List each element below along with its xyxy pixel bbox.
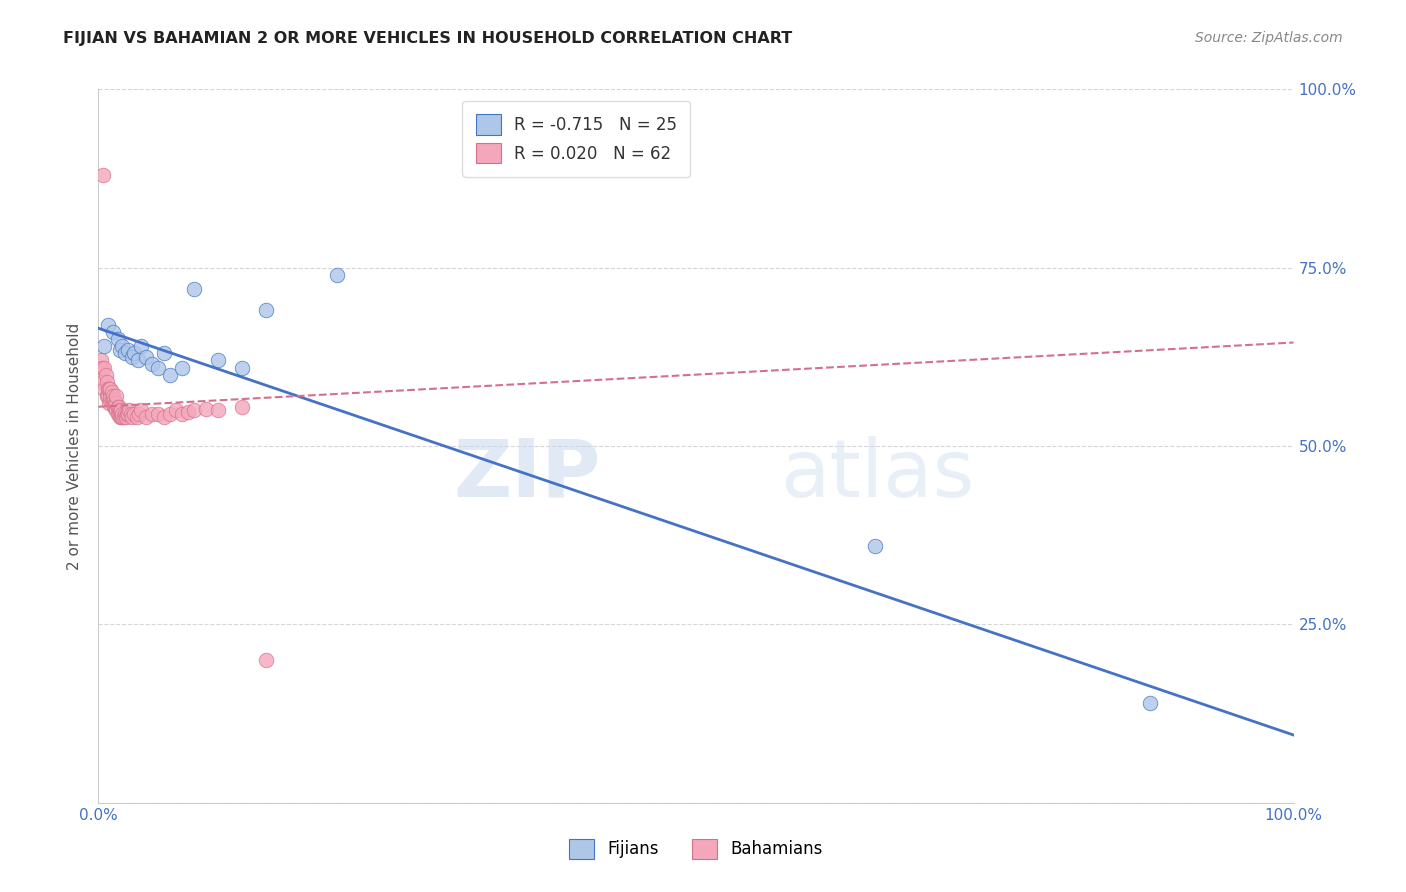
Point [108, 403, 131, 417]
Point [100, 385, 122, 400]
Point [101, 325, 124, 339]
Point [108, 410, 131, 425]
Point [101, 389, 124, 403]
Point [207, 353, 229, 368]
Point [98, 396, 121, 410]
Text: atlas: atlas [779, 435, 974, 514]
Point [115, 410, 138, 425]
Point [107, 400, 129, 414]
Point [118, 403, 141, 417]
Point [105, 396, 128, 410]
Point [153, 346, 176, 360]
Point [91, 168, 114, 182]
Point [117, 407, 139, 421]
Point [111, 339, 134, 353]
Point [103, 392, 125, 407]
Point [115, 407, 138, 421]
Text: ZIP: ZIP [453, 435, 600, 514]
Point [159, 407, 181, 421]
Point [326, 268, 349, 282]
Point [865, 539, 887, 553]
Point [97, 389, 120, 403]
Point [94, 368, 117, 382]
Point [91, 375, 114, 389]
Text: FIJIAN VS BAHAMIAN 2 OR MORE VEHICLES IN HOUSEHOLD CORRELATION CHART: FIJIAN VS BAHAMIAN 2 OR MORE VEHICLES IN… [63, 31, 793, 46]
Point [107, 407, 129, 421]
Legend: Fijians, Bahamians: Fijians, Bahamians [562, 832, 830, 866]
Point [111, 410, 134, 425]
Point [93, 382, 115, 396]
Point [107, 400, 129, 414]
Point [98, 382, 122, 396]
Point [254, 653, 277, 667]
Point [207, 403, 229, 417]
Point [110, 403, 132, 417]
Point [141, 407, 163, 421]
Point [165, 403, 187, 417]
Point [254, 303, 277, 318]
Point [183, 282, 205, 296]
Point [172, 407, 194, 421]
Point [127, 353, 149, 368]
Point [105, 389, 128, 403]
Point [1139, 696, 1161, 710]
Point [120, 407, 142, 421]
Point [231, 360, 253, 375]
Point [121, 410, 143, 425]
Point [98, 389, 122, 403]
Point [128, 407, 150, 421]
Y-axis label: 2 or more Vehicles in Household: 2 or more Vehicles in Household [67, 322, 83, 570]
Point [131, 403, 153, 417]
Point [93, 360, 115, 375]
Point [98, 382, 121, 396]
Point [148, 360, 170, 375]
Point [107, 332, 129, 346]
Point [177, 405, 200, 419]
Point [105, 403, 128, 417]
Point [195, 401, 218, 416]
Point [101, 396, 124, 410]
Point [91, 360, 114, 375]
Point [172, 360, 194, 375]
Point [90, 353, 112, 368]
Point [98, 392, 122, 407]
Point [108, 343, 131, 357]
Point [148, 407, 170, 421]
Point [125, 410, 148, 425]
Point [107, 407, 129, 421]
Point [121, 350, 143, 364]
Point [93, 339, 115, 353]
Point [153, 410, 176, 425]
Point [100, 392, 122, 407]
Point [96, 389, 118, 403]
Point [141, 357, 163, 371]
Point [103, 400, 125, 414]
Point [110, 410, 132, 425]
Point [96, 375, 118, 389]
Point [159, 368, 181, 382]
Point [114, 407, 136, 421]
Text: Source: ZipAtlas.com: Source: ZipAtlas.com [1195, 31, 1343, 45]
Point [231, 400, 253, 414]
Point [97, 318, 120, 332]
Point [104, 400, 127, 414]
Point [97, 382, 120, 396]
Point [135, 350, 157, 364]
Point [124, 407, 146, 421]
Point [111, 407, 134, 421]
Point [104, 396, 127, 410]
Point [114, 346, 136, 360]
Point [117, 343, 139, 357]
Point [112, 410, 135, 425]
Point [131, 339, 153, 353]
Point [124, 346, 146, 360]
Point [135, 410, 157, 425]
Point [183, 403, 205, 417]
